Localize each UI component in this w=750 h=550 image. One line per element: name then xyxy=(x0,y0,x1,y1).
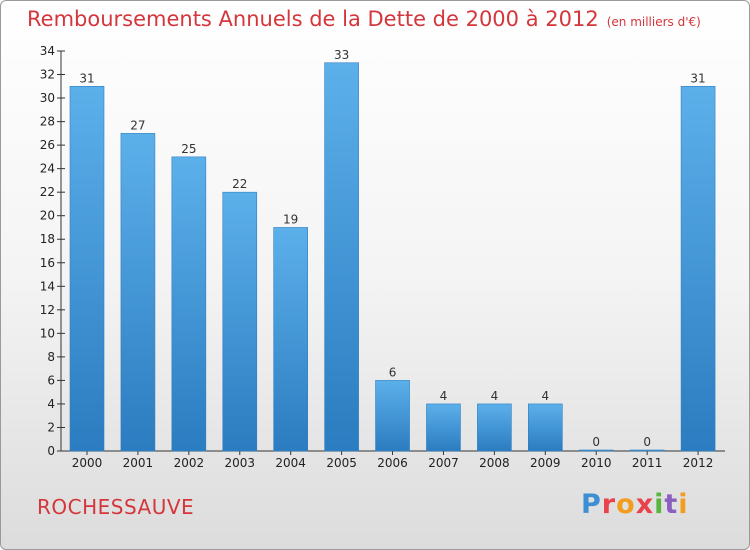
bar xyxy=(528,403,563,452)
y-tick-label: 0 xyxy=(47,444,55,458)
x-tick-label: 2002 xyxy=(174,456,205,470)
logo-letter: i xyxy=(678,489,689,520)
logo-letter: P xyxy=(581,489,602,520)
bar xyxy=(680,85,716,452)
logo-letter: i xyxy=(654,489,665,520)
x-tick-label: 2011 xyxy=(632,456,663,470)
bar-value-label: 4 xyxy=(541,389,549,403)
y-tick-label: 24 xyxy=(40,162,55,176)
chart-title: Remboursements Annuels de la Dette de 20… xyxy=(27,7,701,31)
x-tick-label: 2005 xyxy=(326,456,357,470)
logo-letter: t xyxy=(664,489,679,520)
x-tick-label: 2009 xyxy=(530,456,561,470)
y-tick-label: 8 xyxy=(47,350,55,364)
y-tick-label: 12 xyxy=(40,303,55,317)
bar xyxy=(375,380,410,452)
bar xyxy=(426,403,461,452)
bar-value-label: 31 xyxy=(79,71,94,85)
bar-value-label: 6 xyxy=(389,365,397,379)
bar xyxy=(120,133,156,452)
x-tick-label: 2004 xyxy=(275,456,306,470)
bar xyxy=(69,85,105,452)
x-tick-label: 2003 xyxy=(224,456,255,470)
y-tick-label: 10 xyxy=(40,326,55,340)
location-label: ROCHESSAUVE xyxy=(37,495,195,519)
x-tick-label: 2010 xyxy=(581,456,612,470)
bar xyxy=(171,156,207,452)
y-tick-label: 28 xyxy=(40,115,55,129)
y-tick-label: 2 xyxy=(47,420,55,434)
bar xyxy=(629,449,665,452)
bar xyxy=(324,62,359,452)
logo-letter: o xyxy=(616,489,636,520)
y-tick-label: 34 xyxy=(40,44,55,58)
y-tick-label: 20 xyxy=(40,209,55,223)
bar-value-label: 31 xyxy=(690,71,705,85)
bar-value-label: 19 xyxy=(283,212,298,226)
y-tick-label: 6 xyxy=(47,373,55,387)
chart-subtitle: (en milliers d'€) xyxy=(606,15,701,29)
chart-title-text: Remboursements Annuels de la Dette de 20… xyxy=(27,7,599,31)
bar xyxy=(222,191,258,452)
bar-value-label: 27 xyxy=(130,118,145,132)
x-tick-label: 2001 xyxy=(123,456,154,470)
y-tick-label: 30 xyxy=(40,91,55,105)
bar xyxy=(477,403,512,452)
proxiti-logo: Proxiti xyxy=(581,489,689,520)
bar-value-label: 25 xyxy=(181,142,196,156)
bar xyxy=(273,227,308,452)
bar-value-label: 22 xyxy=(232,177,247,191)
logo-letter: x xyxy=(635,489,655,520)
y-tick-label: 4 xyxy=(47,397,55,411)
y-tick-label: 16 xyxy=(40,256,55,270)
logo-letter: r xyxy=(601,489,617,520)
bar xyxy=(578,449,614,452)
bar-value-label: 0 xyxy=(592,435,600,449)
y-tick-label: 26 xyxy=(40,138,55,152)
x-tick-label: 2007 xyxy=(428,456,459,470)
x-tick-label: 2006 xyxy=(377,456,408,470)
bar-value-label: 33 xyxy=(334,48,349,62)
bar-value-label: 0 xyxy=(643,435,651,449)
y-tick-label: 22 xyxy=(40,185,55,199)
x-tick-label: 2008 xyxy=(479,456,510,470)
bar-value-label: 4 xyxy=(440,389,448,403)
y-tick-label: 18 xyxy=(40,232,55,246)
bar-group: 31 27 25 22 19 33 6 4 4 4 0 0 31 xyxy=(69,48,716,452)
y-tick-label: 14 xyxy=(40,279,55,293)
bar-value-label: 4 xyxy=(491,389,499,403)
y-tick-label: 32 xyxy=(40,68,55,82)
x-tick-label: 2000 xyxy=(72,456,103,470)
x-tick-label: 2012 xyxy=(683,456,714,470)
